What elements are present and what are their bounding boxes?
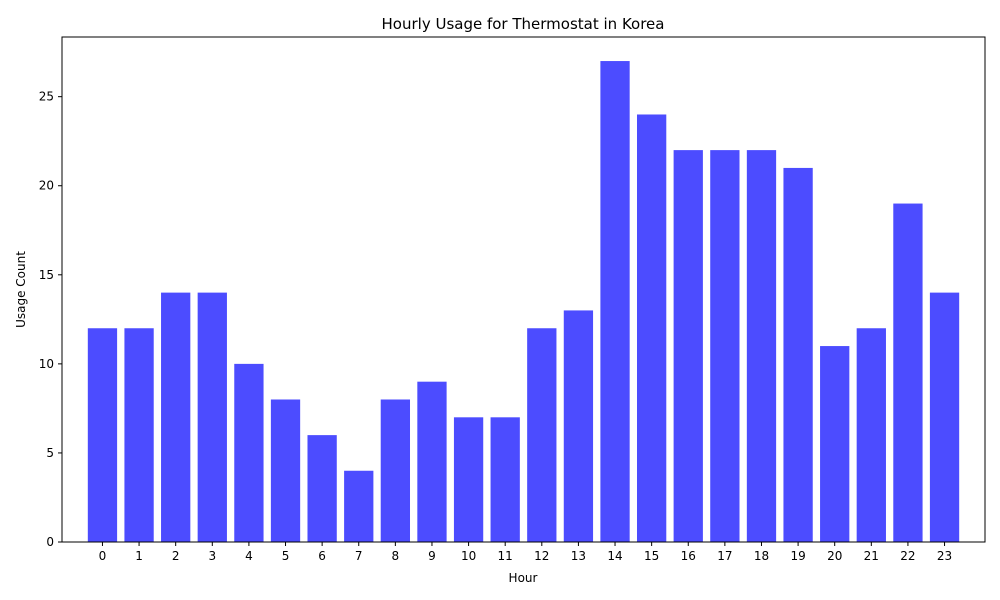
bar-hour-12 [527,328,557,542]
bar-hour-14 [600,61,630,543]
x-tick-label: 13 [571,549,586,563]
y-axis-title: Usage Count [14,251,28,328]
y-tick-label: 5 [46,446,54,460]
x-tick-label: 17 [717,549,732,563]
x-tick-label: 10 [461,549,476,563]
x-tick-label: 7 [355,549,363,563]
bar-hour-6 [307,435,337,542]
bar-hour-5 [270,399,301,542]
bar-hour-1 [124,328,154,542]
x-tick-label: 8 [392,549,400,563]
x-tick-label: 2 [172,549,180,563]
x-tick-label: 20 [827,549,842,563]
x-tick-label: 11 [498,549,513,563]
bar-hour-21 [856,328,886,542]
x-tick-label: 12 [534,549,549,563]
bar-hour-19 [783,167,813,543]
bar-hour-22 [893,203,923,542]
bar-hour-23 [929,292,960,542]
x-axis-ticks: 0 1 2 3 4 5 6 7 8 9 10 11 12 13 14 15 16 17 18 19 20 21 22 23 [99,542,952,563]
bar-hour-16 [673,150,703,543]
x-tick-label: 23 [937,549,952,563]
plot-frame [61,36,986,543]
x-tick-label: 5 [282,549,290,563]
x-tick-label: 15 [644,549,659,563]
bar-hour-2 [161,292,191,542]
x-tick-label: 9 [428,549,436,563]
x-tick-label: 3 [208,549,216,563]
x-tick-label: 19 [790,549,805,563]
y-tick-label: 20 [39,179,54,193]
bars-group [87,61,960,543]
x-tick-label: 21 [864,549,879,563]
x-axis-title: Hour [509,571,538,585]
x-tick-label: 14 [607,549,622,563]
x-tick-label: 4 [245,549,253,563]
bar-hour-10 [453,417,484,542]
x-tick-label: 22 [900,549,915,563]
bar-hour-20 [820,346,850,542]
x-tick-label: 16 [681,549,696,563]
y-tick-label: 10 [39,357,54,371]
y-axis-ticks: 0 5 10 15 20 25 [39,90,62,549]
chart-title: Hourly Usage for Thermostat in Korea [382,15,665,33]
x-tick-label: 6 [318,549,326,563]
bar-hour-0 [87,328,118,542]
bar-hour-4 [234,363,264,542]
y-tick-label: 0 [46,535,54,549]
x-tick-label: 0 [99,549,107,563]
y-tick-label: 25 [39,90,54,104]
x-tick-label: 1 [135,549,143,563]
bar-hour-8 [380,399,411,542]
bar-hour-15 [636,114,667,543]
bar-hour-11 [490,417,520,542]
bar-hour-7 [344,470,374,542]
bar-hour-3 [197,292,227,542]
y-tick-label: 15 [39,268,54,282]
x-tick-label: 18 [754,549,769,563]
bar-hour-18 [746,150,777,543]
bar-hour-9 [417,381,447,542]
bar-hour-17 [710,150,740,543]
bar-hour-13 [563,310,594,542]
